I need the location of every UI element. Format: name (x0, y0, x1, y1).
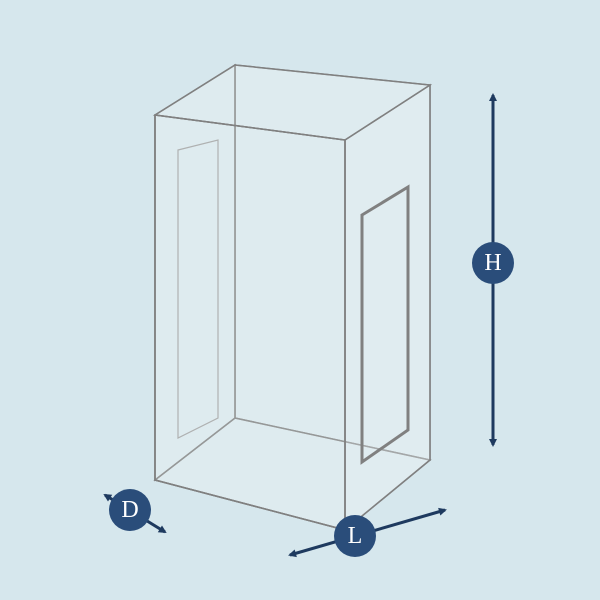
length-label: L (334, 515, 376, 557)
diagram-svg (0, 0, 600, 600)
box-front-face (155, 115, 345, 530)
dimension-diagram: H L D (0, 0, 600, 600)
depth-label: D (109, 489, 151, 531)
height-label: H (472, 242, 514, 284)
box-wireframe (155, 65, 430, 530)
box-right-face (345, 85, 430, 530)
